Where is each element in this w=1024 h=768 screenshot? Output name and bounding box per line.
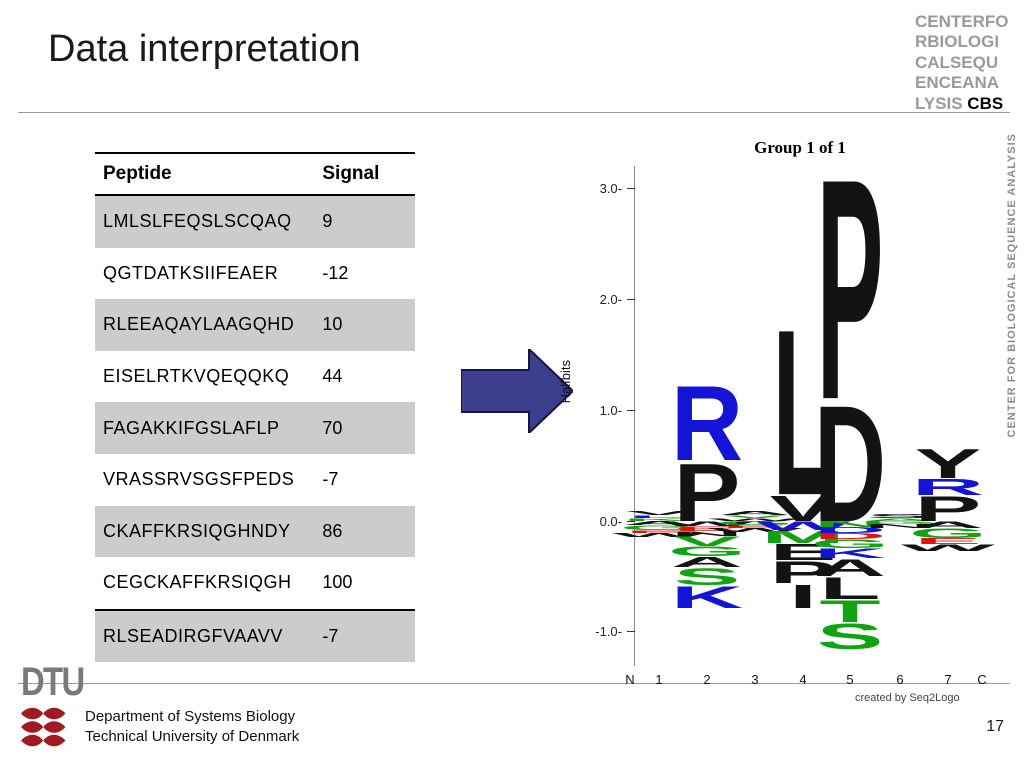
svg-text:W: W xyxy=(901,543,995,554)
svg-text:I: I xyxy=(789,577,817,615)
svg-text:K: K xyxy=(671,580,743,615)
svg-text:S: S xyxy=(817,616,884,657)
